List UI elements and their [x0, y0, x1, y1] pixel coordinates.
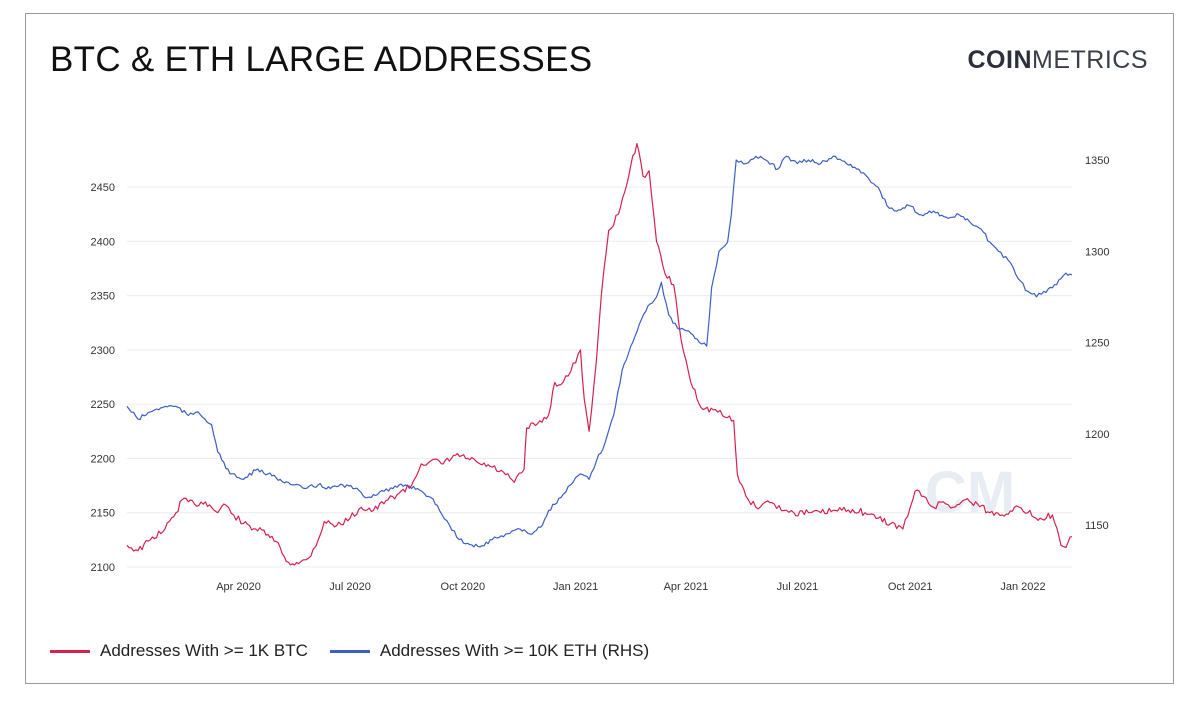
legend-label: Addresses With >= 10K ETH (RHS): [379, 641, 650, 660]
legend-swatch: [329, 649, 370, 653]
x-tick-label: Oct 2020: [441, 581, 486, 593]
y2-tick-label: 1300: [1085, 246, 1109, 258]
y2-tick-label: 1200: [1085, 429, 1109, 441]
chart-legend: Addresses With >= 1K BTC Addresses With >…: [50, 640, 671, 662]
legend-label: Addresses With >= 1K BTC: [100, 641, 308, 660]
x-tick-label: Apr 2021: [664, 581, 709, 593]
x-tick-label: Apr 2020: [216, 581, 261, 593]
y-tick-label: 2350: [91, 291, 115, 303]
y-tick-label: 2450: [91, 182, 115, 194]
x-tick-label: Jan 2022: [1000, 581, 1045, 593]
chart-title: BTC & ETH LARGE ADDRESSES: [50, 40, 593, 79]
y-tick-label: 2150: [91, 508, 115, 520]
x-tick-label: Oct 2021: [888, 581, 933, 593]
legend-item: Addresses With >= 10K ETH (RHS): [329, 641, 650, 661]
y2-tick-label: 1150: [1085, 520, 1109, 532]
logo-light-text: METRICS: [1032, 46, 1148, 74]
y2-tick-label: 1250: [1085, 338, 1109, 350]
legend-item: Addresses With >= 1K BTC: [50, 641, 308, 661]
y-tick-label: 2100: [91, 562, 115, 574]
btc-series-line: [126, 143, 1073, 566]
y-tick-label: 2250: [91, 399, 115, 411]
x-tick-label: Jul 2021: [777, 581, 819, 593]
y-tick-label: 2200: [91, 453, 115, 465]
y-tick-label: 2300: [91, 345, 115, 357]
watermark-logo: CM: [925, 460, 1015, 525]
y-tick-label: 2400: [91, 236, 115, 248]
x-tick-label: Jan 2021: [553, 581, 598, 593]
x-tick-label: Jul 2020: [329, 581, 371, 593]
chart-frame: [25, 13, 1174, 684]
logo-bold-text: COIN: [967, 46, 1032, 74]
legend-swatch: [50, 649, 90, 653]
y2-tick-label: 1350: [1085, 155, 1109, 167]
eth-series-line: [126, 155, 1073, 548]
coinmetrics-logo: COINMETRICS: [968, 46, 1149, 75]
